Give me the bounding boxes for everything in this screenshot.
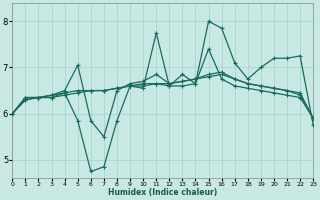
X-axis label: Humidex (Indice chaleur): Humidex (Indice chaleur): [108, 188, 217, 197]
